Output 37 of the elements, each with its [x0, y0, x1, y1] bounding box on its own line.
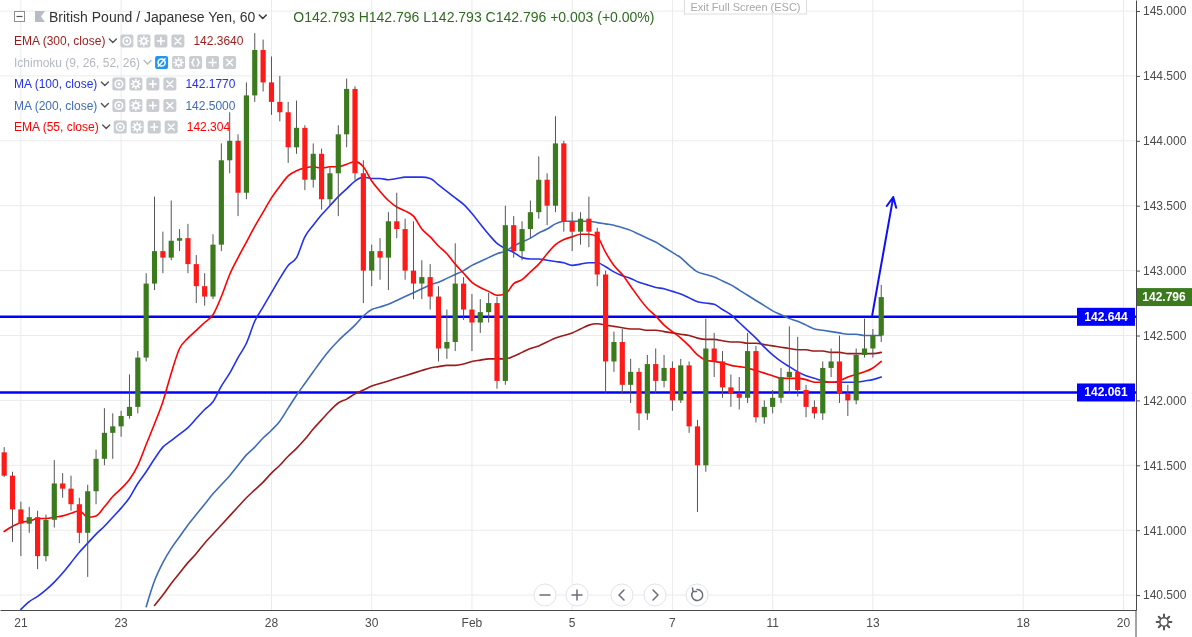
text: British Pound / Japanese Yen, 60: [49, 9, 256, 25]
x-tick-label: 5: [568, 615, 576, 630]
annotation: 142.1770: [185, 77, 236, 91]
annotation: Ichimoku (9, 26, 52, 26): [14, 55, 141, 70]
x-tick-label: 7: [669, 615, 677, 630]
ref-line-label: 142.061: [1084, 385, 1129, 400]
text: MA (200, close): [14, 98, 98, 113]
x-tick-label: 21: [14, 615, 28, 630]
text: EMA (55, close): [14, 120, 99, 134]
text: 142.796: [1142, 290, 1187, 305]
y-tick-label: 141.500: [1143, 458, 1187, 473]
x-tick-label: Feb: [461, 615, 483, 630]
text: O142.793 H142.796 L142.793 C142.796 +0.003 (+0.00%): [293, 9, 655, 25]
annotation: 142.3640: [193, 34, 244, 48]
x-tick-label: 23: [114, 615, 129, 630]
text: MA (100, close): [14, 77, 98, 91]
x-tick-label: 13: [866, 615, 880, 630]
text: EMA (300, close): [14, 34, 106, 48]
y-tick-label: 143.500: [1143, 199, 1187, 214]
x-tick-label: 11: [766, 615, 780, 630]
y-tick-label: 144.000: [1143, 134, 1187, 149]
y-tick-label: 140.500: [1143, 588, 1187, 603]
tooltip: Exit Full Screen (ESC): [683, 0, 807, 15]
ref-line-label: 142.644: [1084, 309, 1129, 324]
y-tick-label: 144.500: [1143, 69, 1187, 84]
x-tick-label: 20: [1116, 615, 1131, 630]
annotation: Exit Full Screen (ESC): [690, 1, 801, 13]
annotation: 142.304: [186, 120, 231, 134]
x-tick-label: 28: [264, 615, 279, 630]
y-tick-label: 141.000: [1143, 523, 1187, 538]
x-tick-label: 30: [365, 615, 379, 630]
y-tick-label: 145.000: [1143, 4, 1187, 19]
y-tick-label: 142.500: [1143, 328, 1187, 343]
x-tick-label: 18: [1016, 615, 1031, 630]
annotation: 142.5000: [185, 98, 236, 113]
y-tick-label: 143.000: [1143, 263, 1187, 278]
y-tick-label: 142.000: [1143, 393, 1187, 408]
